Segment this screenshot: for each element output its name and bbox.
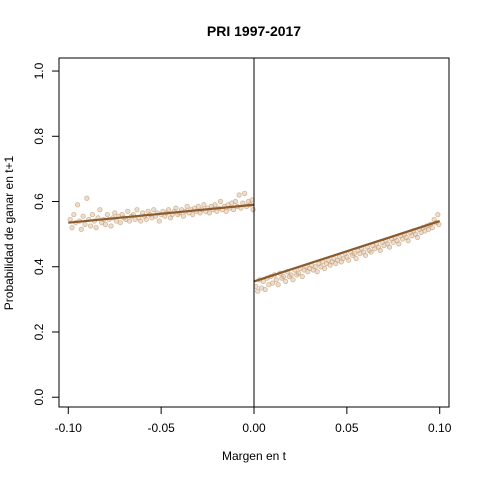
data-point xyxy=(102,221,109,227)
data-point xyxy=(351,251,357,257)
data-point xyxy=(138,218,144,224)
data-point xyxy=(262,286,268,293)
data-point xyxy=(435,211,441,218)
y-tick-label: 0.6 xyxy=(32,193,46,210)
data-point xyxy=(97,207,103,213)
data-point xyxy=(143,216,149,223)
data-point xyxy=(414,234,421,240)
fit-line-right xyxy=(253,220,441,283)
data-point xyxy=(190,211,196,218)
data-point xyxy=(82,221,88,227)
data-point xyxy=(180,213,187,219)
data-point xyxy=(429,225,435,231)
data-point xyxy=(353,255,359,262)
data-point xyxy=(346,257,352,263)
data-point xyxy=(236,192,242,198)
data-point xyxy=(93,225,99,231)
data-point xyxy=(232,198,239,205)
data-point xyxy=(312,264,318,270)
data-point xyxy=(255,288,261,294)
y-tick-label: 1.0 xyxy=(32,62,46,79)
x-axis-label: Margen en t xyxy=(222,449,287,463)
data-point xyxy=(362,252,369,258)
data-point xyxy=(242,190,248,196)
data-point xyxy=(184,203,190,210)
data-point xyxy=(281,273,287,280)
x-tick-label: 0.10 xyxy=(428,421,452,435)
data-point xyxy=(295,270,302,276)
fit-line-left xyxy=(68,203,255,224)
data-point xyxy=(134,207,140,213)
x-tick-label: 0.00 xyxy=(242,421,266,435)
data-point xyxy=(74,202,81,208)
data-point xyxy=(78,226,84,232)
y-tick-label: 0.2 xyxy=(32,323,46,340)
data-point xyxy=(282,278,289,285)
data-point xyxy=(290,277,296,283)
x-tick-label: -0.05 xyxy=(147,421,175,435)
data-point xyxy=(89,211,96,218)
y-tick-label: 0.8 xyxy=(32,128,46,145)
data-point xyxy=(151,207,157,213)
chart-title: PRI 1997-2017 xyxy=(207,23,301,39)
data-point xyxy=(71,211,77,218)
fit-lines-layer xyxy=(68,203,441,283)
data-point xyxy=(212,202,218,208)
data-point xyxy=(275,282,281,288)
data-point xyxy=(250,207,256,213)
data-point xyxy=(368,249,374,255)
data-point xyxy=(223,208,229,214)
data-point xyxy=(112,210,118,216)
data-point xyxy=(84,195,90,201)
data-point xyxy=(125,208,131,214)
data-point xyxy=(314,269,320,275)
y-tick-label: 0.0 xyxy=(32,389,46,406)
data-point xyxy=(165,207,172,213)
x-tick-label: -0.10 xyxy=(55,421,83,435)
data-point xyxy=(117,220,123,226)
data-point xyxy=(67,216,73,223)
x-axis: -0.10 -0.05 0.00 0.05 0.10 xyxy=(55,406,452,435)
data-point xyxy=(87,223,94,229)
data-point xyxy=(126,218,133,224)
data-point xyxy=(156,218,162,224)
data-point xyxy=(104,211,110,218)
data-point xyxy=(321,265,328,271)
data-point xyxy=(288,272,294,278)
data-point xyxy=(273,277,279,283)
data-point xyxy=(217,198,224,205)
data-point xyxy=(69,225,75,231)
data-point xyxy=(386,244,393,250)
data-point xyxy=(230,207,237,213)
data-point xyxy=(206,210,213,216)
data-point xyxy=(405,238,411,244)
data-point xyxy=(195,203,201,210)
data-point xyxy=(269,280,276,286)
data-point xyxy=(299,273,305,280)
data-point xyxy=(377,247,383,254)
y-tick-label: 0.4 xyxy=(32,258,46,275)
data-point xyxy=(396,241,402,247)
x-tick-label: 0.05 xyxy=(335,421,359,435)
data-point xyxy=(201,202,207,208)
y-axis-label: Probabilidad de ganar en t+1 xyxy=(2,155,16,310)
y-axis: 0.0 0.2 0.4 0.6 0.8 1.0 xyxy=(32,62,60,406)
data-point xyxy=(108,223,114,229)
data-point xyxy=(80,213,86,219)
data-point xyxy=(173,205,179,211)
